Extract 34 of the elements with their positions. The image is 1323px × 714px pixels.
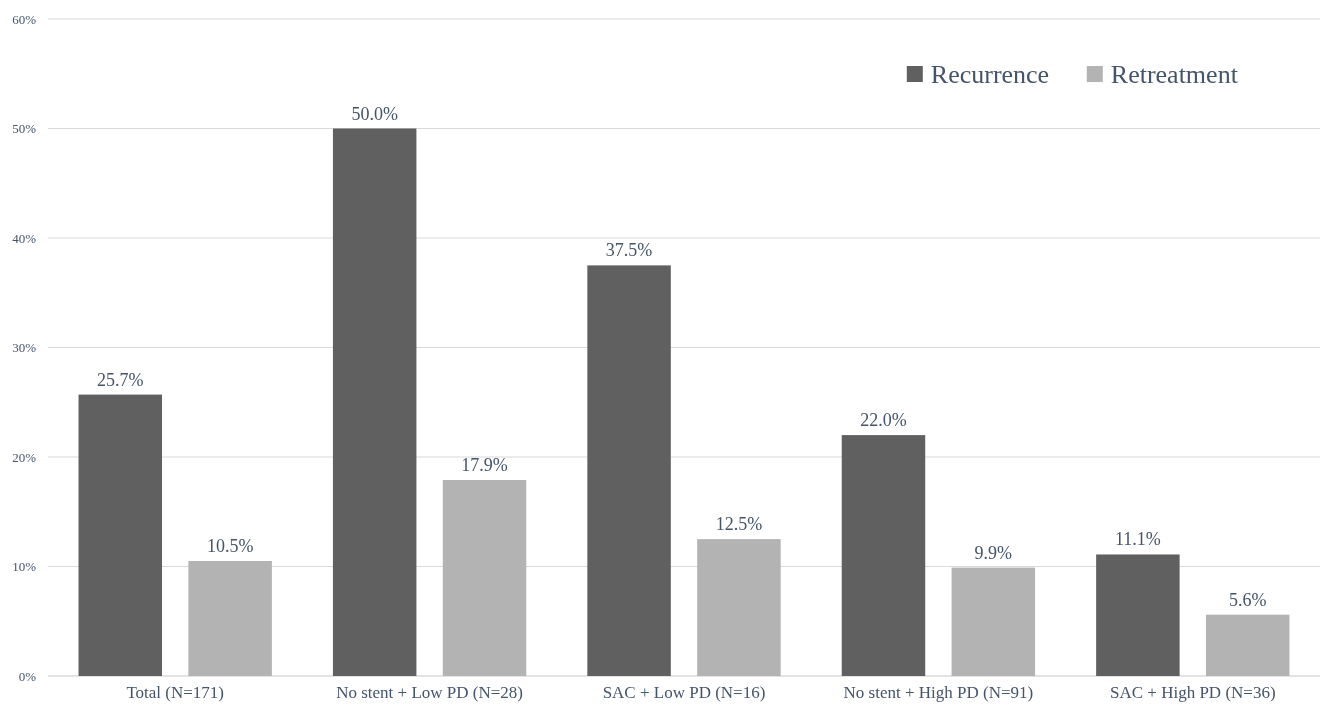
bar [697,539,781,676]
y-tick-label: 40% [12,230,37,246]
data-label: 10.5% [206,536,254,557]
x-tick-label: SAC + Low PD (N=16) [602,683,766,702]
data-label: 9.9% [974,542,1013,563]
bar [841,435,926,676]
bar [1096,554,1180,676]
data-label: 22.0% [860,410,907,431]
bar [587,265,671,676]
y-tick-label: 60% [12,11,37,27]
x-tick-label: No stent + Low PD (N=28) [336,683,524,702]
data-label: 50.0% [351,103,398,124]
bar [442,480,527,676]
x-tick-label: Total (N=171) [126,683,225,702]
data-label: 12.5% [715,514,763,535]
y-tick-label: 50% [12,121,37,136]
legend-label: Retreatment [1110,59,1239,89]
data-label: 5.6% [1228,589,1267,610]
y-tick-label: 30% [12,340,37,355]
bar [332,128,417,676]
y-tick-label: 0% [18,668,37,684]
x-tick-label: SAC + High PD (N=36) [1110,683,1276,702]
bar [1205,614,1290,676]
data-label: 37.5% [605,240,653,261]
legend-label: Recurrence [930,59,1050,89]
bar [78,394,163,676]
y-tick-label: 10% [12,559,37,574]
y-tick-label: 20% [12,449,37,465]
data-label: 11.1% [1114,529,1161,550]
bar [188,561,272,676]
data-label: 17.9% [461,454,508,475]
x-tick-label: No stent + High PD (N=91) [843,683,1034,702]
bar [951,567,1036,676]
data-label: 25.7% [97,369,144,390]
